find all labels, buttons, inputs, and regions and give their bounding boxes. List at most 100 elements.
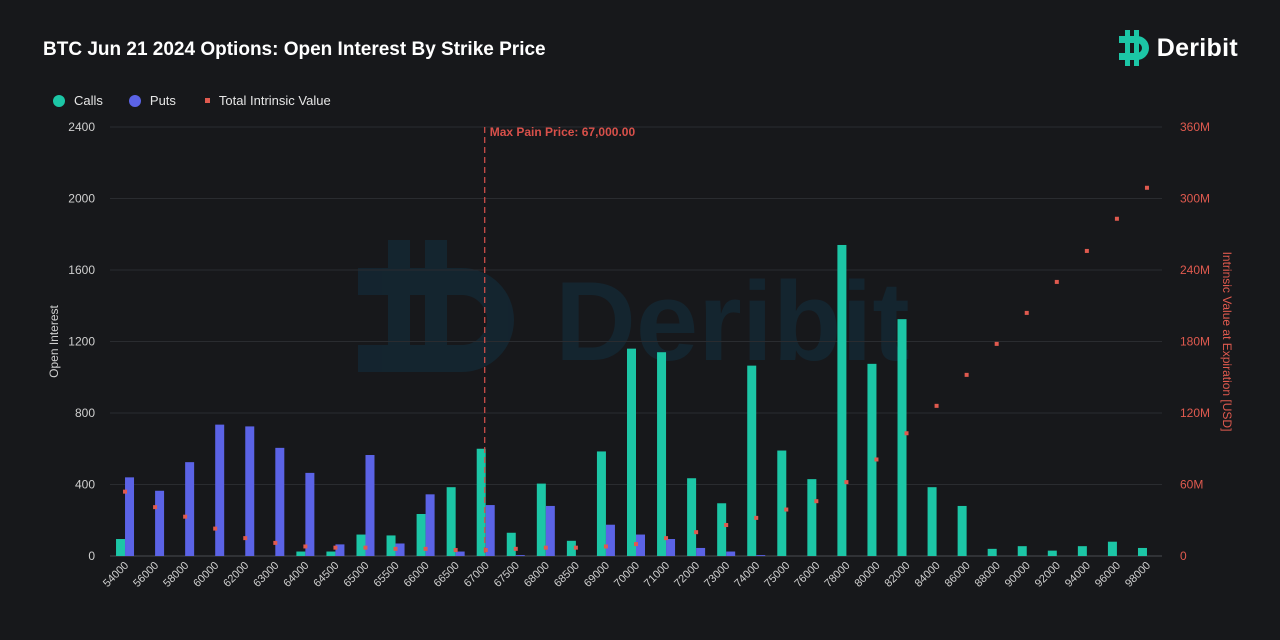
x-tick-label: 68500 <box>552 560 582 590</box>
intrinsic-point <box>1144 185 1149 190</box>
watermark-logo <box>358 240 514 372</box>
intrinsic-point <box>634 542 638 547</box>
intrinsic-point <box>153 505 158 510</box>
x-tick-label: 65500 <box>372 560 402 590</box>
brand-name: Deribit <box>1156 33 1238 62</box>
puts-bar <box>245 426 255 556</box>
legend-calls-label: Calls <box>74 93 103 108</box>
calls-bar <box>867 363 877 556</box>
calls-bar <box>657 352 667 556</box>
y2-tick-label: 0 <box>1180 549 1187 563</box>
x-tick-label: 67000 <box>462 560 492 590</box>
calls-bar <box>116 539 126 556</box>
x-tick-label: 73000 <box>702 560 732 590</box>
intrinsic-point <box>994 341 999 346</box>
calls-bar <box>717 503 727 556</box>
puts-bar <box>605 524 615 556</box>
calls-bar <box>386 535 396 556</box>
x-tick-label: 62000 <box>221 560 251 590</box>
puts-bar <box>636 534 645 556</box>
x-tick-label: 94000 <box>1063 560 1093 590</box>
x-tick-label: 64000 <box>281 560 311 590</box>
calls-bar <box>536 483 546 556</box>
legend-calls[interactable]: Calls <box>53 93 103 108</box>
x-tick-label: 63000 <box>251 560 281 590</box>
intrinsic-point <box>1054 279 1059 284</box>
puts-bar <box>756 555 766 556</box>
legend-intrinsic[interactable]: Total Intrinsic Value <box>202 93 331 108</box>
legend-intrinsic-swatch <box>204 98 210 103</box>
y-tick-label: 2000 <box>68 192 95 206</box>
x-tick-label: 92000 <box>1033 560 1063 590</box>
calls-bar <box>927 487 937 556</box>
x-tick-label: 96000 <box>1093 560 1123 590</box>
legend-puts-label: Puts <box>149 93 176 108</box>
legend-puts[interactable]: Puts <box>128 93 176 108</box>
intrinsic-point <box>754 515 759 520</box>
y2-tick-label: 60M <box>1180 478 1203 492</box>
intrinsic-point <box>603 544 608 549</box>
calls-bar <box>897 319 907 556</box>
x-tick-label: 72000 <box>672 560 702 590</box>
intrinsic-point <box>513 546 518 551</box>
intrinsic-point <box>1084 248 1089 253</box>
puts-bar <box>155 490 165 556</box>
calls-bar <box>1107 541 1117 556</box>
intrinsic-point <box>844 480 849 485</box>
x-tick-label: 64500 <box>311 560 341 590</box>
x-tick-label: 78000 <box>822 560 852 590</box>
x-tick-label: 86000 <box>943 560 973 590</box>
chart-legend: Calls Puts Total Intrinsic Value <box>53 93 357 108</box>
x-tick-label: 67500 <box>492 560 522 590</box>
calls-bar <box>1137 547 1147 556</box>
calls-bar <box>807 479 817 556</box>
puts-bar <box>215 424 225 556</box>
puts-bar <box>395 543 405 556</box>
intrinsic-point <box>573 545 578 550</box>
x-tick-label: 66500 <box>432 560 462 590</box>
puts-bar <box>365 455 375 556</box>
legend-puts-swatch <box>128 94 141 107</box>
calls-bar <box>687 478 697 556</box>
legend-intrinsic-label: Total Intrinsic Value <box>218 93 331 108</box>
y2-tick-label: 360M <box>1180 120 1210 134</box>
x-tick-label: 65000 <box>341 560 371 590</box>
x-tick-label: 54000 <box>101 560 131 590</box>
puts-bar <box>726 551 736 556</box>
puts-bar <box>515 555 525 556</box>
intrinsic-point <box>423 546 428 551</box>
intrinsic-point <box>904 431 909 436</box>
calls-bar <box>356 534 366 556</box>
calls-bar <box>957 505 967 556</box>
brand-logo: Deribit <box>1117 30 1238 66</box>
x-tick-label: 82000 <box>883 560 913 590</box>
puts-bar <box>696 547 706 556</box>
x-tick-label: 90000 <box>1003 560 1033 590</box>
calls-bar <box>627 348 636 556</box>
y2-tick-label: 120M <box>1180 406 1210 420</box>
puts-bar <box>185 462 195 556</box>
calls-bar <box>987 548 997 556</box>
y-tick-label: 2400 <box>68 120 95 134</box>
puts-bar <box>455 551 465 556</box>
x-tick-label: 71000 <box>642 560 672 590</box>
calls-bar <box>1077 546 1087 556</box>
calls-bar <box>446 487 456 556</box>
x-tick-label: 66000 <box>402 560 432 590</box>
puts-bar <box>335 544 345 556</box>
x-tick-label: 76000 <box>792 560 822 590</box>
intrinsic-point <box>664 536 669 541</box>
x-tick-label: 74000 <box>732 560 762 590</box>
intrinsic-point <box>453 548 458 553</box>
intrinsic-point <box>1024 310 1029 315</box>
chart-title: BTC Jun 21 2024 Options: Open Interest B… <box>43 39 546 60</box>
y-tick-label: 400 <box>75 478 95 492</box>
x-tick-label: 58000 <box>161 560 191 590</box>
intrinsic-point <box>874 457 879 462</box>
calls-bar <box>506 532 516 556</box>
intrinsic-point <box>724 523 729 528</box>
x-tick-label: 80000 <box>852 560 882 590</box>
x-tick-label: 84000 <box>913 560 943 590</box>
y-tick-label: 800 <box>75 406 95 420</box>
bitcoin-logo-icon <box>1118 30 1149 66</box>
